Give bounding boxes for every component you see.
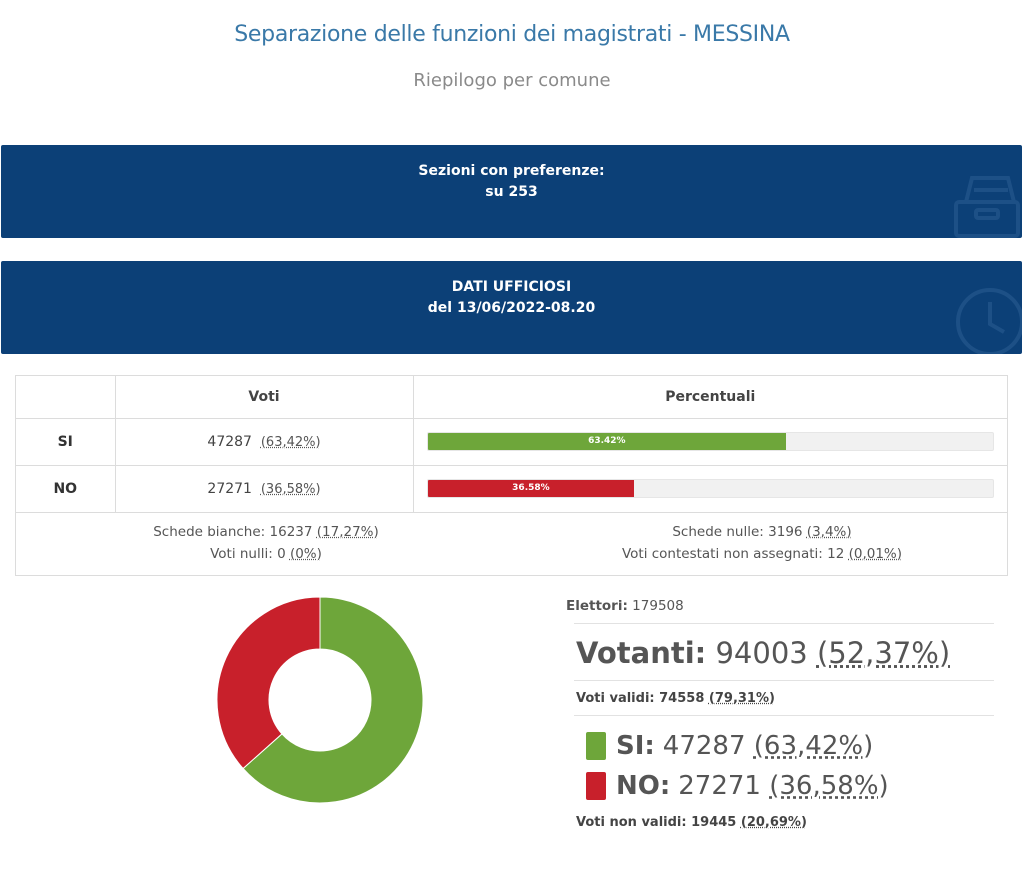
- si-color-swatch: [586, 732, 606, 760]
- votanti-pct: (52,37%): [816, 636, 951, 670]
- voti-non-validi-value: 19445: [691, 815, 737, 830]
- divider: [574, 715, 994, 716]
- schede-bianche: Schede bianche: 16237: [153, 524, 313, 540]
- schede-nulle: Schede nulle: 3196: [672, 524, 803, 540]
- row-label-no: NO: [16, 465, 116, 513]
- voti-contestati-pct: (0,01%): [848, 546, 903, 562]
- si-value: 47287: [662, 731, 746, 761]
- summary-left: Schede bianche: 16237 (17,27%) Voti null…: [16, 521, 516, 565]
- votanti-stat: Votanti: 94003 (52,37%): [566, 624, 994, 680]
- donut-chart: [216, 596, 424, 804]
- si-stat: SI: 47287 (63,42%): [566, 726, 994, 766]
- bar-cell-si: 63.42%: [413, 418, 1007, 466]
- no-color-swatch: [586, 772, 606, 800]
- voti-validi-pct: (79,31%): [708, 691, 775, 706]
- ballot-box-icon: [954, 176, 1020, 238]
- elettori-stat: Elettori: 179508: [566, 598, 994, 623]
- si-label: SI:: [616, 731, 655, 761]
- voti-nulli: Voti nulli: 0: [210, 546, 286, 562]
- si-pct: (63,42%): [753, 731, 874, 761]
- row-label-si: SI: [16, 418, 116, 466]
- divider: [574, 680, 994, 681]
- voti-validi-stat: Voti validi: 74558 (79,31%): [566, 681, 994, 715]
- votes-no-pct: (36,58%): [260, 481, 321, 497]
- votes-si: 47287 (63,42%): [115, 418, 414, 466]
- voti-validi-value: 74558: [659, 691, 705, 706]
- stats-panel: Elettori: 179508 Votanti: 94003 (52,37%)…: [566, 598, 994, 830]
- elettori-label: Elettori:: [566, 598, 628, 614]
- schede-bianche-pct: (17,27%): [316, 524, 379, 540]
- progress-track-si: 63.42%: [426, 432, 994, 451]
- no-stat: NO: 27271 (36,58%): [566, 766, 994, 806]
- votes-si-pct: (63,42%): [260, 434, 321, 450]
- bar-cell-no: 36.58%: [413, 465, 1007, 513]
- sezioni-label: Sezioni con preferenze:: [418, 163, 605, 179]
- dati-ufficiosi-banner: DATI UFFICIOSI del 13/06/2022-08.20: [1, 261, 1022, 354]
- donut-slice-no: [216, 596, 321, 770]
- header-empty: [16, 376, 116, 419]
- table-row: NO 27271 (36,58%) 36.58%: [16, 465, 1007, 513]
- dati-ufficiosi-label: DATI UFFICIOSI: [451, 279, 572, 295]
- no-label: NO:: [616, 771, 671, 801]
- sezioni-banner: Sezioni con preferenze: su 253: [1, 145, 1022, 238]
- no-value: 27271: [678, 771, 761, 801]
- voti-non-validi-stat: Voti non validi: 19445 (20,69%): [566, 806, 994, 830]
- votes-si-value: 47287: [207, 433, 252, 450]
- table-row: SI 47287 (63,42%) 63.42%: [16, 418, 1007, 466]
- voti-validi-label: Voti validi:: [576, 691, 655, 706]
- progress-bar-si: 63.42%: [427, 433, 787, 450]
- donut-slice-si: [242, 596, 424, 804]
- votes-no-value: 27271: [207, 480, 252, 497]
- divider: [574, 623, 994, 624]
- progress-track-no: 36.58%: [426, 479, 994, 498]
- voti-nulli-pct: (0%): [289, 546, 322, 562]
- votanti-label: Votanti:: [576, 636, 707, 670]
- votanti-value: 94003: [715, 636, 808, 670]
- progress-bar-no: 36.58%: [427, 480, 635, 497]
- header-voti: Voti: [115, 376, 414, 419]
- elettori-value: 179508: [632, 598, 684, 614]
- voti-non-validi-label: Voti non validi:: [576, 815, 687, 830]
- summary-right: Schede nulle: 3196 (3,4%) Voti contestat…: [516, 521, 1008, 565]
- voti-contestati: Voti contestati non assegnati: 12: [621, 546, 845, 562]
- dati-ufficiosi-date: del 13/06/2022-08.20: [427, 300, 596, 316]
- page-title: Separazione delle funzioni dei magistrat…: [234, 22, 790, 47]
- votes-no: 27271 (36,58%): [115, 465, 414, 513]
- schede-nulle-pct: (3,4%): [806, 524, 852, 540]
- voti-non-validi-pct: (20,69%): [740, 815, 807, 830]
- header-percentuali: Percentuali: [413, 376, 1007, 419]
- no-pct: (36,58%): [769, 771, 889, 801]
- page-subtitle: Riepilogo per comune: [413, 70, 611, 91]
- clock-icon: [956, 288, 1022, 354]
- results-table: Voti Percentuali SI 47287 (63,42%) 63.42…: [15, 375, 1008, 576]
- sezioni-total: su 253: [485, 184, 538, 200]
